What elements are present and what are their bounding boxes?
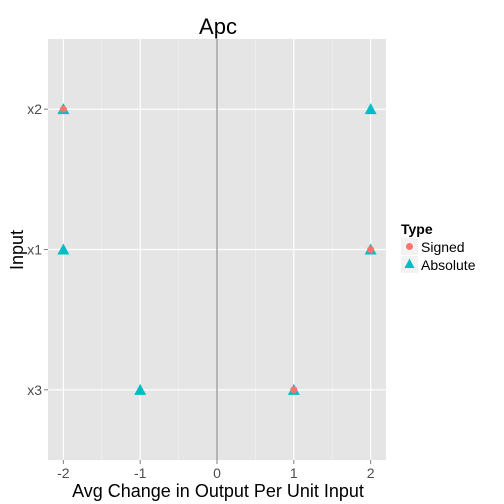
point-absolute [364, 103, 377, 115]
legend-label-signed: Signed [421, 239, 465, 255]
x-tick-label: -1 [134, 465, 147, 481]
legend-title: Type [401, 221, 433, 237]
legend-key-signed [406, 243, 413, 250]
x-axis-title: Avg Change in Output Per Unit Input [72, 481, 364, 501]
point-absolute [57, 243, 70, 255]
axis-ticks: -2 -1 0 1 2 x3 x1 x2 [27, 101, 375, 481]
x-tick-label: 2 [367, 465, 375, 481]
y-tick-label: x3 [27, 382, 42, 398]
x-tick-label: 1 [290, 465, 298, 481]
point-signed [290, 386, 298, 394]
point-signed [367, 246, 375, 253]
y-axis-title: Input [7, 230, 27, 270]
data-points [57, 103, 377, 395]
legend-key-absolute [404, 258, 415, 268]
y-tick-label: x1 [27, 242, 42, 258]
point-absolute [134, 383, 147, 395]
point-signed [59, 105, 67, 113]
chart-title: Apc [199, 14, 237, 39]
legend-label-absolute: Absolute [421, 257, 476, 273]
x-tick-label: -2 [57, 465, 70, 481]
x-tick-label: 0 [213, 465, 221, 481]
legend: Type Signed Absolute [401, 221, 476, 273]
y-tick-label: x2 [27, 101, 42, 117]
